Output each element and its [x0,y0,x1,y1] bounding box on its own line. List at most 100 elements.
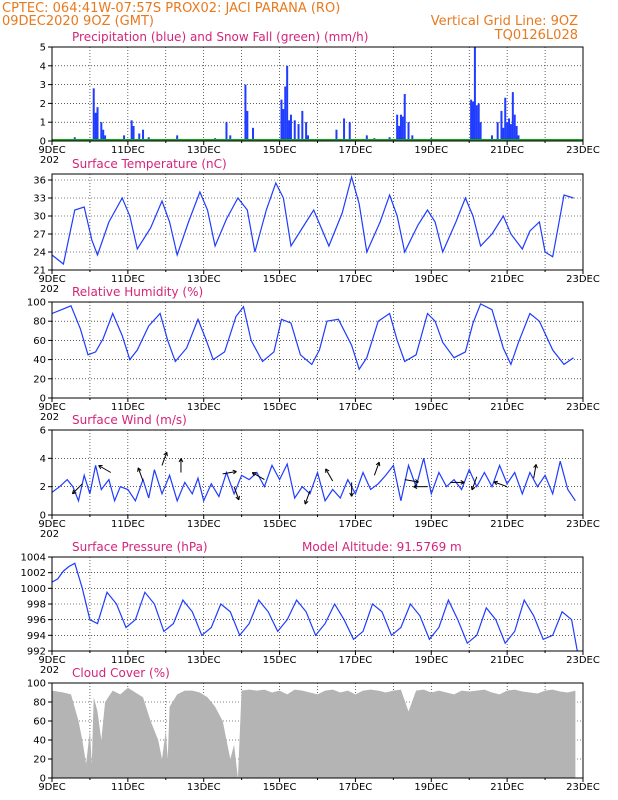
y-tick-label: 992 [27,647,46,658]
precip-bar [130,120,133,141]
y-tick-label: 33 [33,194,46,205]
precip-bar [401,116,404,141]
wind-arrow-head [163,451,168,456]
y-tick-label: 0 [40,774,46,785]
precip-bar [365,135,368,141]
wind-arrow-shaft [404,479,419,483]
y-tick-label: 2 [40,99,46,110]
wind-arrow-head [137,467,139,472]
precip-bar [282,109,285,141]
x-tick-label: 17DEC [339,274,373,285]
wind-arrow-head [375,461,380,466]
x-tick-label: 19DEC [414,145,448,156]
precip-bar [490,135,493,141]
wind-arrow-shaft [222,470,237,475]
x-tick-label: 15DEC [263,274,297,285]
panel-3: Relative Humidity (%) 0 20 40 60 80 100 9DEC 11D… [27,285,600,423]
precip-bar [399,114,402,141]
precip-bar [138,133,141,141]
precip-bar [142,129,145,141]
x-tick-label: 15DEC [263,655,297,666]
precip-bar [286,65,289,141]
y-tick-label: 27 [33,230,46,241]
x-tick-label: 11DEC [111,782,145,793]
wind-arrow [178,458,184,473]
precip-bar [513,114,516,141]
wind-arrow-head [235,496,240,501]
y-tick-label: 4 [40,454,46,465]
y-tick-label: 80 [33,698,46,709]
y-tick-label: 996 [27,615,46,626]
precip-bar [305,122,308,141]
x-tick-label: 9DEC [38,782,65,793]
wind-arrow-head [71,489,75,494]
precip-bar [244,84,247,141]
x-tick-label: 9DEC [38,274,65,285]
wind-arrow [404,479,419,484]
x-tick-label: 19DEC [414,274,448,285]
x-tick-label: 23DEC [566,782,600,793]
y-tick-label: 1004 [21,553,46,564]
precip-bar [100,122,103,141]
precip-bar [511,92,514,141]
wind-arrow-shaft [98,465,112,473]
x-tick-label: 13DEC [187,274,221,285]
header: CPTEC: 064:41W-07:57S PROX02: JACI PARAN… [2,1,578,43]
wind-arrow-head [493,480,499,483]
x-tick-label: 13DEC [187,782,221,793]
precip-bar [515,125,518,141]
precip-bar [407,122,410,141]
precip-bar [403,94,406,141]
precip-bar [517,135,520,141]
precip-bar [301,110,304,141]
y-tick-label: 0 [40,394,46,405]
precip-bar [284,86,287,141]
y-tick-label: 3 [40,80,46,91]
y-tick-label: 20 [33,755,46,766]
precip-bar [496,122,499,141]
wind-arrow [413,484,428,490]
wind-arrow [325,468,334,482]
precip-bar [411,135,414,141]
wind-arrow-shaft [373,462,380,476]
wind-arrow-shaft [493,481,508,488]
wind-arrow-shaft [233,486,240,500]
series-line [51,562,578,652]
precip-bar [500,110,503,141]
y-tick-label: 1000 [21,584,46,595]
wind-arrow [233,486,240,501]
x-year-label: 202 [40,665,59,676]
precip-bar [396,114,399,141]
wind-arrow-head [72,492,77,495]
wind-arrow-head [351,492,354,497]
series-line [51,303,574,371]
x-tick-label: 17DEC [339,519,373,530]
wind-arrow [251,472,265,481]
panel-title: Precipitation (blue) and Snow Fall (gree… [72,30,368,44]
wind-arrow-head [470,485,473,490]
wind-arrow-head [251,472,255,477]
y-tick-label: 1002 [21,568,46,579]
panel-1: Precipitation (blue) and Snow Fall (gree… [38,30,600,166]
precip-bar [348,122,351,141]
x-year-label: 202 [40,529,59,540]
precip-bar [472,101,475,141]
precip-bar [473,47,476,141]
wind-arrow-head [233,471,237,475]
wind-arrow-head [471,486,476,491]
wind-arrow-head [413,486,418,490]
precip-bar [509,124,512,141]
wind-arrow-head [493,481,498,486]
panel-title: Surface Wind (m/s) [72,413,187,427]
panel-5: Surface Pressure (hPa) Model Altitude: 91… [21,540,600,676]
wind-arrow-head [349,492,353,497]
wind-arrow-shaft [72,483,83,495]
precip-bar [335,129,338,141]
wind-arrow-head [533,464,537,468]
wind-arrow-head [378,462,381,467]
wind-arrow-head [535,464,538,469]
wind-arrow-head [460,481,465,485]
panel-frame [51,556,584,652]
precip-bar [470,99,473,141]
x-tick-label: 19DEC [414,782,448,793]
